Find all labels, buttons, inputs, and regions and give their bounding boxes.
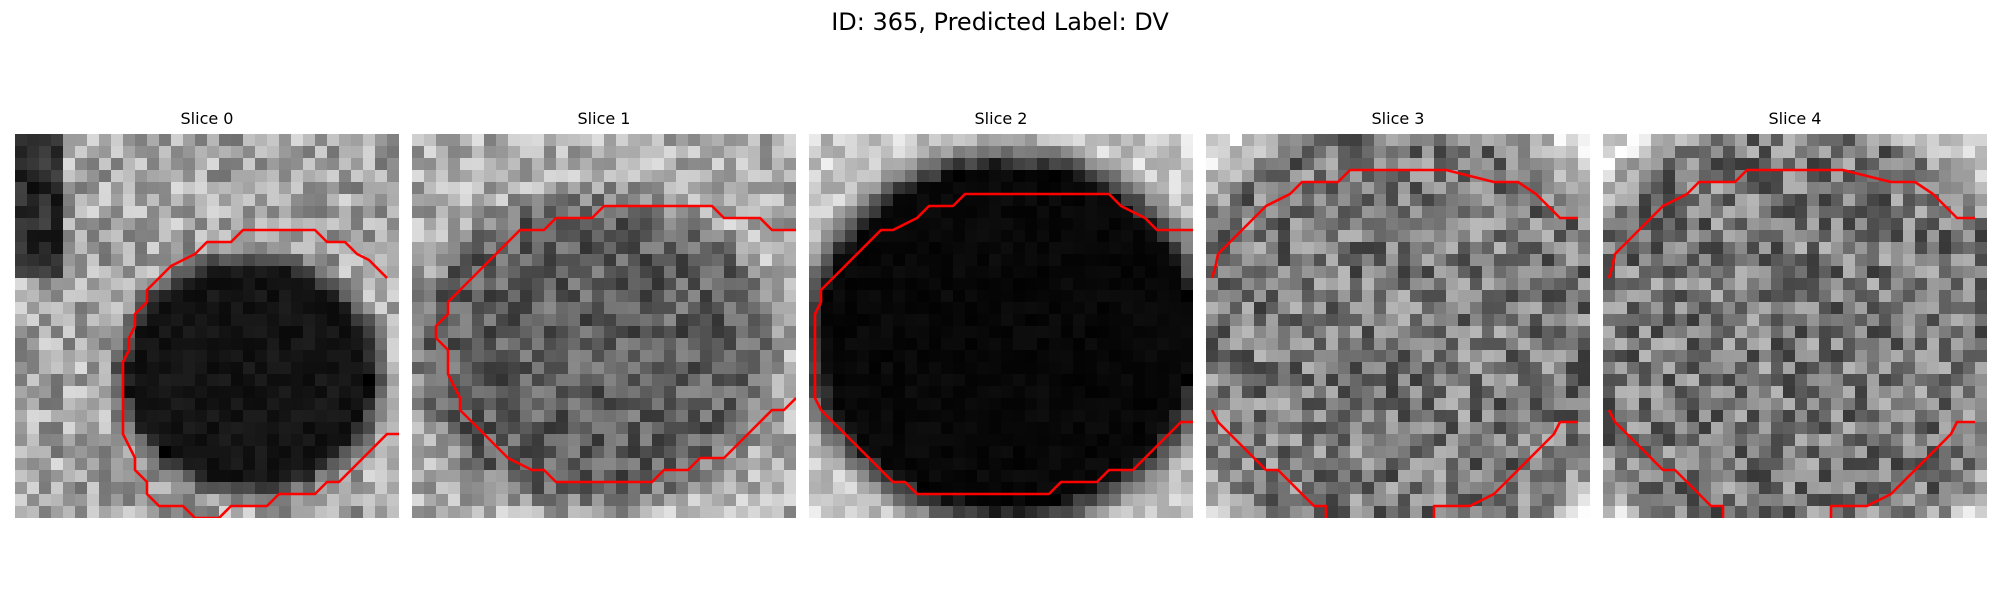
- segmentation-contour-1-0: [434, 204, 796, 484]
- figure-title: ID: 365, Predicted Label: DV: [831, 8, 1169, 36]
- slice-title-2: Slice 2: [974, 109, 1028, 128]
- segmentation-contour-4-0: [1607, 168, 1975, 279]
- slice-pixels-1: [412, 134, 796, 518]
- slice-title-4: Slice 4: [1768, 109, 1822, 128]
- segmentation-contour-3-1: [1210, 409, 1328, 518]
- segmentation-contour-4-2: [1829, 420, 1975, 518]
- slice-image-3: [1206, 134, 1590, 518]
- slice-pixels-3: [1206, 134, 1590, 518]
- slice-title-3: Slice 3: [1371, 109, 1425, 128]
- slice-title-0: Slice 0: [180, 109, 234, 128]
- slice-pixels-4: [1603, 134, 1987, 518]
- segmentation-contour-4-1: [1607, 409, 1725, 518]
- segmentation-contour-3-0: [1210, 168, 1578, 279]
- slice-pixels-2: [809, 134, 1193, 518]
- segmentation-contour-0-0: [121, 228, 399, 518]
- slice-image-1: [412, 134, 796, 518]
- slice-pixels-0: [15, 134, 399, 518]
- slice-title-1: Slice 1: [577, 109, 631, 128]
- segmentation-contour-3-2: [1432, 420, 1578, 518]
- slice-image-0: [15, 134, 399, 518]
- slice-image-4: [1603, 134, 1987, 518]
- slice-image-2: [809, 134, 1193, 518]
- segmentation-contour-2-0: [813, 192, 1193, 496]
